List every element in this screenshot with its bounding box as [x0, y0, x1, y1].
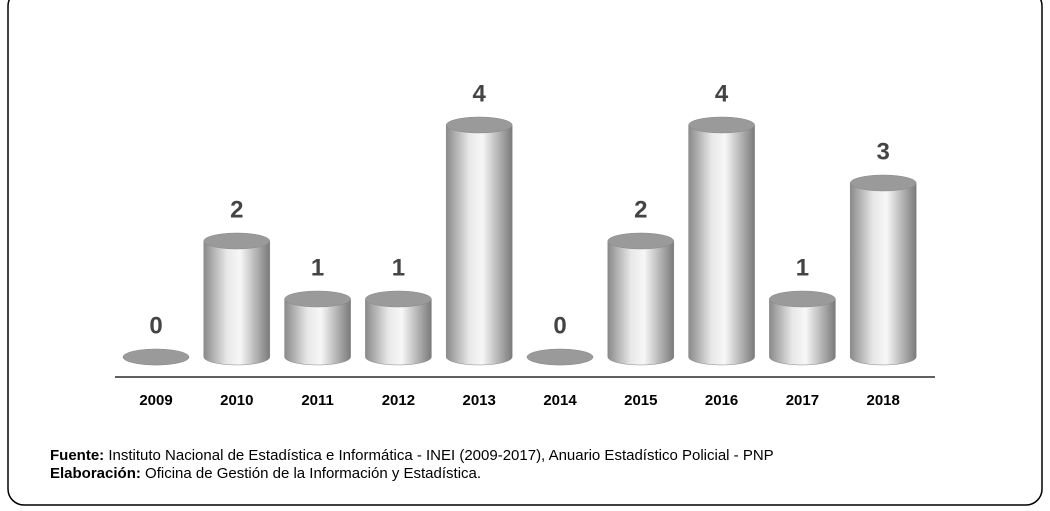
cylinder-top — [607, 232, 675, 250]
value-label: 0 — [553, 312, 566, 339]
value-label: 2 — [634, 196, 647, 223]
x-tick-label: 2010 — [220, 392, 253, 409]
cylinder — [284, 298, 351, 366]
cylinder — [607, 240, 675, 366]
cylinder-top — [769, 290, 836, 308]
x-tick-label: 2009 — [139, 392, 172, 409]
credit-label: Elaboración: — [50, 465, 141, 482]
credit-text: Oficina de Gestión de la Información y E… — [145, 465, 482, 482]
x-tick-label: 2016 — [705, 392, 738, 409]
cylinder-top — [365, 290, 432, 308]
source-label: Fuente: — [50, 447, 105, 464]
cylinder — [849, 182, 917, 366]
cylinder-top — [203, 232, 271, 250]
cylinder-top — [849, 174, 917, 192]
cylinder-top — [284, 290, 351, 308]
value-label: 1 — [392, 254, 405, 281]
value-label: 3 — [877, 138, 890, 165]
cylinder — [445, 124, 513, 366]
source-text: Instituto Nacional de Estadística e Info… — [108, 447, 774, 464]
value-label: 4 — [473, 80, 487, 107]
x-tick-label: 2017 — [786, 392, 819, 409]
x-tick-label: 2012 — [382, 392, 415, 409]
value-label: 1 — [796, 254, 809, 281]
value-label: 2 — [230, 196, 243, 223]
value-label: 4 — [715, 80, 729, 107]
cylinder — [365, 298, 432, 366]
cylinder — [688, 124, 755, 366]
credit-note: Elaboración: Oficina de Gestión de la In… — [50, 465, 481, 482]
cylinder — [769, 298, 836, 366]
value-label: 0 — [149, 312, 162, 339]
frame — [7, 0, 1043, 506]
cylinder-top — [688, 116, 755, 134]
x-tick-label: 2015 — [624, 392, 657, 409]
cylinder-top — [526, 348, 594, 366]
x-tick-label: 2013 — [463, 392, 496, 409]
source-note: Fuente: Instituto Nacional de Estadístic… — [50, 447, 774, 464]
x-tick-label: 2014 — [543, 392, 577, 409]
cylinder-top — [122, 348, 190, 366]
value-label: 1 — [311, 254, 324, 281]
cylinder-top — [445, 116, 513, 134]
x-tick-label: 2018 — [867, 392, 900, 409]
x-tick-label: 2011 — [301, 392, 334, 409]
cylinder — [203, 240, 271, 366]
